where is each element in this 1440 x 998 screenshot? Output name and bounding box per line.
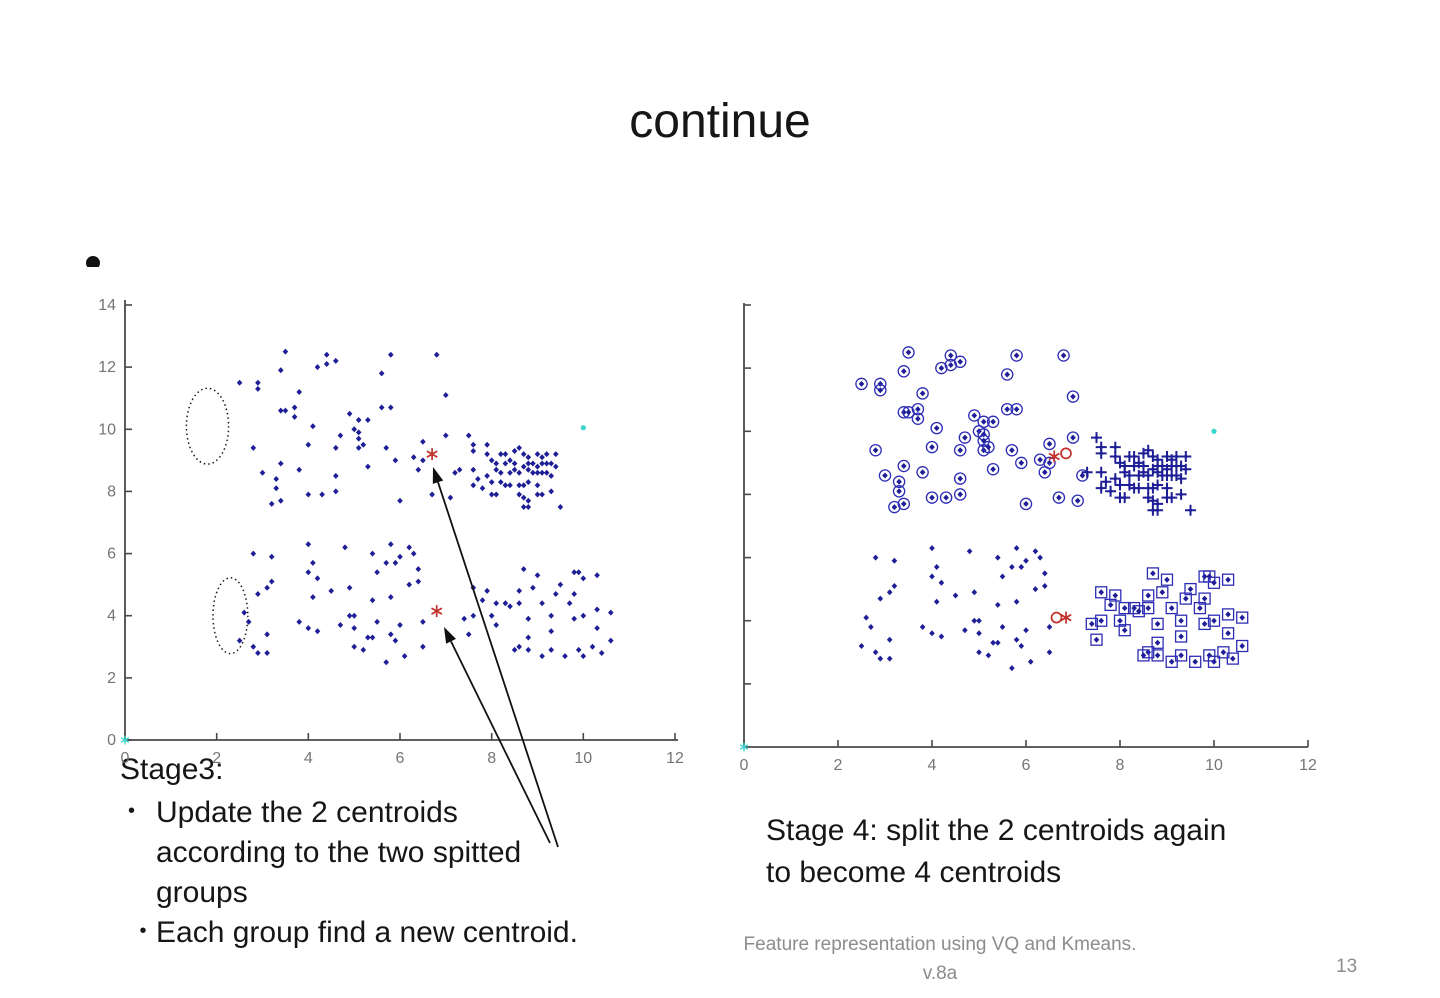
series-updated-centroids: [426, 448, 443, 618]
cluster-ellipse: [212, 577, 249, 655]
x-tick-label: 8: [487, 750, 496, 767]
series-cluster-2-plus: [1081, 432, 1196, 516]
series-cluster-1-circled: [855, 346, 1089, 514]
y-tick-label: 6: [107, 546, 116, 563]
y-tick-label: 12: [98, 359, 116, 376]
x-tick-label: 6: [396, 750, 405, 767]
stray-bullet-icon: [86, 256, 100, 267]
series-stray-point: [1211, 428, 1217, 434]
page-number: 13: [1336, 956, 1358, 977]
x-tick-label: 2: [834, 757, 843, 774]
series-split-centroids-asterisk: [1048, 450, 1072, 624]
stray-bullet-clip: [86, 256, 104, 267]
footer-line2: v.8a: [922, 963, 958, 984]
stage4-caption: Stage 4: split the 2 centroids again to …: [766, 810, 1226, 894]
bullet-icon: •: [139, 920, 147, 942]
stage3-bullet2-line1: Each group find a new centroid.: [156, 916, 578, 949]
stage4-line1: Stage 4: split the 2 centroids again: [766, 814, 1227, 847]
centroid-arrow: [432, 467, 559, 848]
series-split-centroids-circle: [1050, 447, 1072, 624]
series-stray-point: [580, 425, 586, 431]
slide-title: continue: [629, 95, 811, 148]
axes: [124, 300, 678, 741]
stage3-bullet1-line2: according to the two spitted: [156, 836, 522, 869]
y-tick-label: 8: [107, 483, 116, 500]
y-tick-label: 0: [107, 732, 116, 749]
stage3-heading: Stage3:: [120, 753, 224, 786]
x-tick-label: 6: [1022, 757, 1031, 774]
centroid-arrow: [444, 627, 551, 844]
stage4-scatter: 0 2 4 6 8 10 12: [740, 303, 1317, 774]
stage3-bullet1-line1: Update the 2 centroids: [156, 796, 458, 829]
x-tick-label: 12: [666, 750, 684, 767]
x-tick-label: 4: [928, 757, 937, 774]
cluster-ellipse: [185, 387, 230, 465]
series-data-points: [236, 348, 614, 666]
bullet-icon: •: [128, 800, 136, 822]
x-tick-label: 4: [304, 750, 313, 767]
series-cluster-4-squared: [1085, 567, 1249, 668]
series-origin-marker: [739, 742, 749, 752]
y-tick-label: 14: [98, 297, 116, 314]
series-cluster-3-dots: [858, 545, 1053, 672]
y-tick-label: 10: [98, 421, 116, 438]
y-tick-label: 4: [107, 608, 116, 625]
x-tick-label: 8: [1116, 757, 1125, 774]
stage3-bullet1-line3: groups: [156, 876, 248, 909]
footer: Feature representation using VQ and Kmea…: [720, 930, 1160, 988]
y-tick-label: 2: [107, 670, 116, 687]
x-tick-label: 10: [1205, 757, 1223, 774]
series-origin-marker: [120, 735, 130, 745]
axes: [743, 303, 1308, 748]
footer-line1: Feature representation using VQ and Kmea…: [743, 934, 1137, 955]
x-tick-label: 0: [740, 757, 749, 774]
x-tick-label: 10: [574, 750, 592, 767]
stage4-line2: to become 4 centroids: [766, 856, 1062, 889]
x-tick-label: 12: [1299, 757, 1317, 774]
